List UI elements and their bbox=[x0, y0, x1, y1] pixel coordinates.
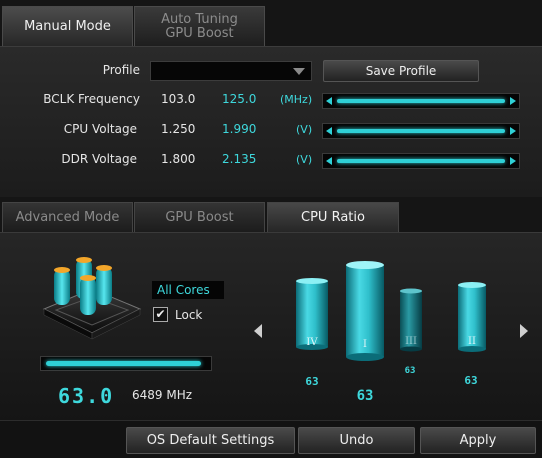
tab-advanced-mode[interactable]: Advanced Mode bbox=[2, 202, 133, 232]
save-profile-button[interactable]: Save Profile bbox=[323, 60, 479, 82]
arrow-left-icon[interactable] bbox=[254, 324, 262, 338]
slider-track[interactable] bbox=[337, 159, 505, 163]
tab-gpu-boost[interactable]: GPU Boost bbox=[134, 202, 265, 232]
lock-label: Lock bbox=[175, 308, 203, 322]
core-iv-value: 63 bbox=[305, 375, 319, 388]
tab-manual-mode-label: Manual Mode bbox=[24, 19, 111, 34]
profile-label: Profile bbox=[102, 63, 140, 77]
arrow-right-icon[interactable] bbox=[510, 127, 516, 135]
os-default-settings-button[interactable]: OS Default Settings bbox=[126, 427, 295, 454]
ddr-voltage-unit: (V) bbox=[296, 153, 313, 166]
chevron-down-icon bbox=[293, 68, 305, 75]
bclk-label: BCLK Frequency bbox=[43, 92, 140, 106]
checkmark-icon: ✔ bbox=[155, 307, 166, 321]
core-ii-value: 63 bbox=[464, 374, 478, 387]
cpu-voltage-label: CPU Voltage bbox=[63, 122, 137, 136]
core-i-numeral: I bbox=[363, 339, 367, 350]
tab-cpu-ratio[interactable]: CPU Ratio bbox=[267, 202, 399, 232]
slider-track[interactable] bbox=[337, 129, 505, 133]
undo-button[interactable]: Undo bbox=[298, 427, 415, 454]
ddr-voltage-current: 2.135 bbox=[222, 152, 257, 166]
core-ii-numeral: II bbox=[468, 336, 476, 347]
cpu-voltage-slider[interactable] bbox=[322, 123, 520, 139]
tab-cpu-ratio-label: CPU Ratio bbox=[301, 210, 365, 225]
ddr-voltage-label: DDR Voltage bbox=[61, 152, 137, 166]
tab-manual-mode[interactable]: Manual Mode bbox=[2, 6, 133, 47]
apply-button[interactable]: Apply bbox=[420, 427, 536, 454]
footer: OS Default Settings Undo Apply bbox=[0, 420, 542, 458]
tab-advanced-mode-label: Advanced Mode bbox=[15, 210, 120, 225]
cpu-cores-icon bbox=[42, 257, 142, 340]
bclk-unit: (MHz) bbox=[280, 93, 313, 106]
profile-select[interactable] bbox=[150, 61, 312, 81]
arrow-right-icon[interactable] bbox=[510, 97, 516, 105]
cpu-voltage-unit: (V) bbox=[296, 123, 313, 136]
slider-track[interactable] bbox=[337, 99, 505, 103]
arrow-right-icon[interactable] bbox=[520, 324, 528, 338]
cpu-ratio-panel: All Cores ✔ Lock 63.0 6489 MHz bbox=[0, 232, 542, 421]
tab-auto-tuning-label-1: Auto Tuning bbox=[161, 11, 238, 27]
cpu-ratio-value: 63.0 bbox=[58, 384, 115, 408]
core-iii-cylinder bbox=[400, 291, 422, 349]
cpu-ratio-bar[interactable] bbox=[40, 356, 212, 371]
bclk-default: 103.0 bbox=[161, 92, 196, 106]
core-cylinders bbox=[296, 261, 486, 361]
core-iii-value: 63 bbox=[404, 366, 416, 376]
lock-checkbox[interactable]: ✔ bbox=[153, 307, 168, 322]
core-iv-cylinder bbox=[296, 281, 328, 347]
ddr-voltage-default: 1.800 bbox=[161, 152, 196, 166]
cpu-ratio-fill bbox=[46, 361, 201, 366]
ddr-voltage-slider[interactable] bbox=[322, 153, 520, 169]
manual-mode-panel: Profile Save Profile BCLK Frequency 103.… bbox=[0, 46, 542, 197]
core-i-cylinder bbox=[346, 265, 384, 357]
arrow-right-icon[interactable] bbox=[510, 157, 516, 165]
core-iii-numeral: III bbox=[405, 336, 417, 347]
bclk-current: 125.0 bbox=[222, 92, 257, 106]
tab-auto-tuning[interactable]: Auto Tuning GPU Boost bbox=[134, 6, 265, 46]
arrow-left-icon[interactable] bbox=[326, 97, 332, 105]
cpu-voltage-current: 1.990 bbox=[222, 122, 257, 136]
core-ii-cylinder bbox=[458, 285, 486, 349]
cpu-voltage-default: 1.250 bbox=[161, 122, 196, 136]
arrow-left-icon[interactable] bbox=[326, 157, 332, 165]
cores-select[interactable]: All Cores bbox=[152, 281, 224, 299]
core-iv-numeral: IV bbox=[306, 337, 318, 348]
tab-auto-tuning-label-2: GPU Boost bbox=[165, 25, 234, 41]
bclk-slider[interactable] bbox=[322, 93, 520, 109]
arrow-left-icon[interactable] bbox=[326, 127, 332, 135]
core-i-value: 63 bbox=[356, 388, 374, 404]
cpu-frequency: 6489 MHz bbox=[132, 388, 193, 402]
tab-gpu-boost-label: GPU Boost bbox=[165, 210, 234, 225]
